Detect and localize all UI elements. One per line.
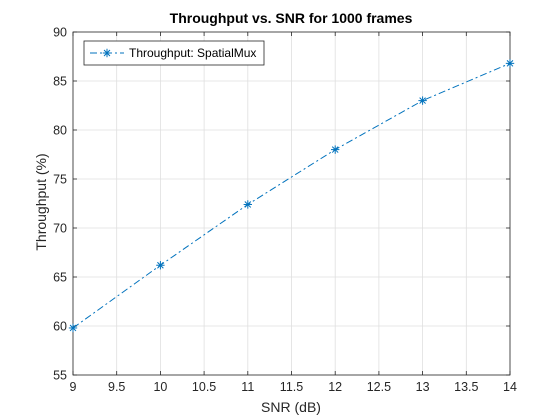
series-group (68, 59, 515, 333)
marker-stroke (69, 324, 77, 332)
x-tick-label: 14 (503, 380, 517, 394)
legend-box (83, 40, 265, 66)
data-point-marker (418, 96, 427, 105)
series-line (72, 62, 511, 329)
y-tick-label: 65 (53, 271, 67, 285)
y-tick-label: 55 (53, 369, 67, 383)
chart-title: Throughput vs. SNR for 1000 frames (170, 10, 413, 26)
y-tick-label: 85 (53, 75, 67, 89)
axes (72, 31, 511, 376)
y-tick-label: 80 (53, 124, 67, 138)
y-tick-label: 90 (53, 26, 67, 40)
marker-stroke (331, 146, 339, 153)
grid-lines (72, 31, 511, 376)
marker-stroke (157, 261, 164, 269)
y-tick-label: 60 (53, 320, 67, 334)
marker-stroke (244, 201, 252, 208)
y-tick-label: 75 (53, 173, 67, 187)
legend-label: Throughput: SpatialMux (129, 46, 256, 60)
legend-marker-sample (102, 48, 112, 58)
data-point-marker (331, 145, 340, 154)
x-tick-label: 9 (70, 380, 77, 394)
x-tick-label: 11.5 (280, 380, 303, 394)
marker-stroke (506, 60, 514, 67)
x-tick-label: 10.5 (192, 380, 216, 394)
data-point-marker (243, 200, 252, 209)
x-tick-label: 11 (241, 380, 254, 394)
x-tick-label: 10 (153, 380, 167, 394)
x-tick-label: 12 (328, 380, 342, 394)
marker-stroke (103, 49, 111, 57)
x-tick-label: 13.5 (454, 380, 478, 394)
x-tick-label: 9.5 (108, 380, 125, 394)
x-tick-label: 13 (416, 380, 430, 394)
y-axis-title: Throughput (%) (33, 153, 49, 250)
data-point-marker (505, 59, 515, 68)
x-tick-label: 12.5 (367, 380, 391, 394)
legend: Throughput: SpatialMux (83, 40, 265, 66)
data-point-marker (68, 323, 78, 333)
tick-labels: 9 9.5 10 10.5 11 11.5 12 12.5 13 13.5 14 55 60 65 70 75… (53, 26, 517, 395)
y-tick-label: 70 (53, 222, 67, 236)
marker-stroke (419, 97, 426, 104)
data-point-marker (156, 261, 165, 270)
x-axis-title: SNR (dB) (261, 399, 321, 415)
